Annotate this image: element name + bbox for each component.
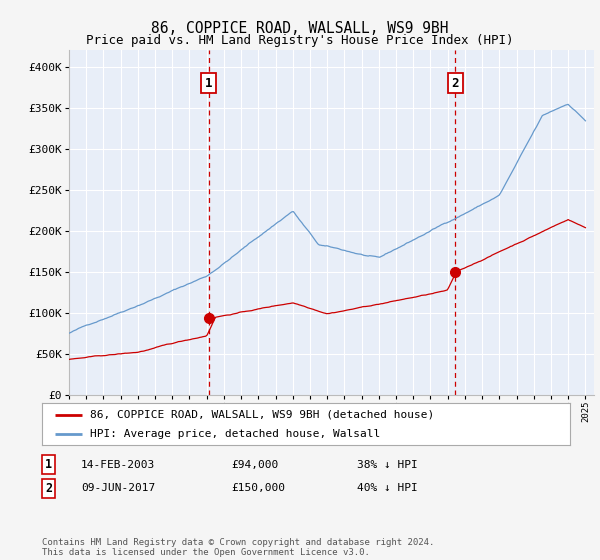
Text: 2: 2 xyxy=(45,482,52,495)
Text: 1: 1 xyxy=(205,77,212,90)
Text: Contains HM Land Registry data © Crown copyright and database right 2024.
This d: Contains HM Land Registry data © Crown c… xyxy=(42,538,434,557)
Text: 2: 2 xyxy=(452,77,459,90)
Text: 38% ↓ HPI: 38% ↓ HPI xyxy=(357,460,418,470)
Text: £150,000: £150,000 xyxy=(231,483,285,493)
Text: Price paid vs. HM Land Registry's House Price Index (HPI): Price paid vs. HM Land Registry's House … xyxy=(86,34,514,46)
Text: 40% ↓ HPI: 40% ↓ HPI xyxy=(357,483,418,493)
Text: 1: 1 xyxy=(45,458,52,472)
Text: 14-FEB-2003: 14-FEB-2003 xyxy=(81,460,155,470)
Text: £94,000: £94,000 xyxy=(231,460,278,470)
Text: 86, COPPICE ROAD, WALSALL, WS9 9BH (detached house): 86, COPPICE ROAD, WALSALL, WS9 9BH (deta… xyxy=(89,409,434,419)
Text: 09-JUN-2017: 09-JUN-2017 xyxy=(81,483,155,493)
Text: HPI: Average price, detached house, Walsall: HPI: Average price, detached house, Wals… xyxy=(89,429,380,439)
Text: 86, COPPICE ROAD, WALSALL, WS9 9BH: 86, COPPICE ROAD, WALSALL, WS9 9BH xyxy=(151,21,449,36)
